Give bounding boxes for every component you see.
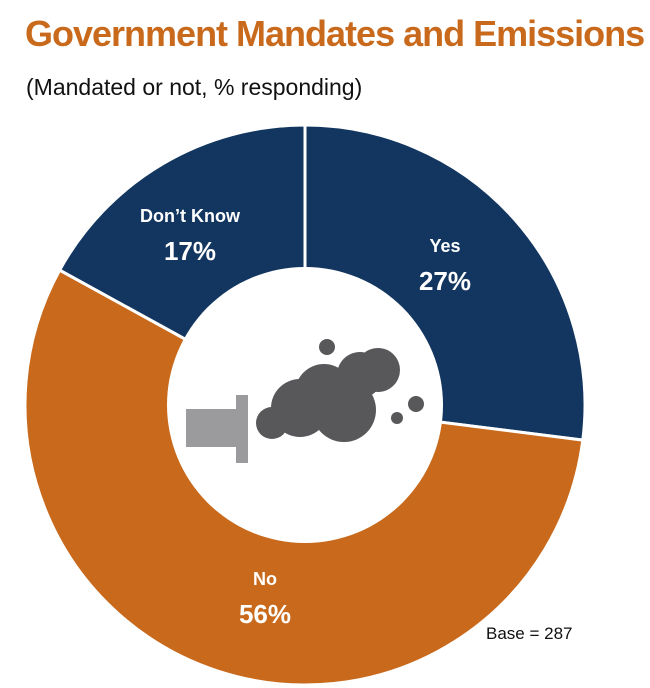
slice-value-label: 56% — [239, 599, 291, 629]
slice-label: Yes — [429, 236, 460, 256]
chart-subtitle: (Mandated or not, % responding) — [26, 74, 363, 100]
slice-value-label: 27% — [419, 266, 471, 296]
base-note: Base = 287 — [486, 624, 573, 643]
chart-title: Government Mandates and Emissions — [25, 13, 645, 54]
slice-value-label: 17% — [164, 236, 216, 266]
slice-label: No — [253, 569, 277, 589]
slice-label: Don’t Know — [140, 206, 241, 226]
exhaust-pipe-smoke-icon — [186, 339, 424, 463]
